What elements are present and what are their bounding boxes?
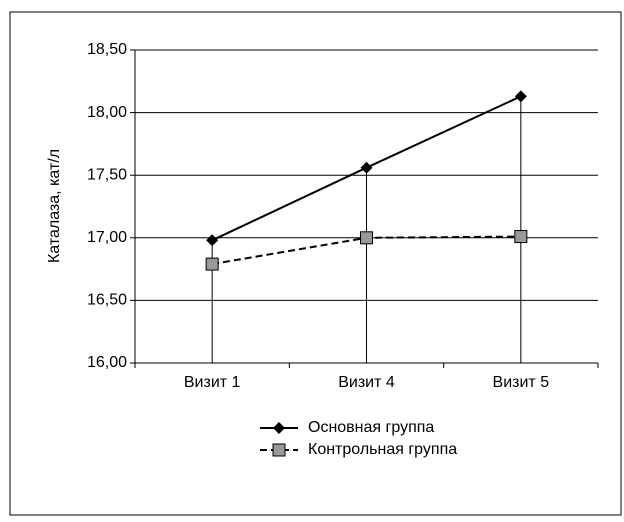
- chart-frame: [9, 11, 622, 516]
- marker: [273, 422, 285, 434]
- marker: [206, 234, 219, 247]
- y-tick-label: 17,50: [87, 166, 127, 183]
- y-tick-label: 16,00: [87, 354, 127, 371]
- marker: [360, 231, 373, 245]
- marker: [205, 257, 219, 271]
- y-tick-label: 16,50: [87, 292, 127, 309]
- x-tick-label: Визит 5: [493, 374, 550, 391]
- marker: [514, 230, 528, 244]
- y-tick-label: 17,00: [87, 229, 127, 246]
- x-tick-label: Визит 4: [338, 374, 395, 391]
- y-tick-label: 18,00: [87, 104, 127, 121]
- legend-label: Основная группа: [308, 419, 434, 436]
- y-tick-label: 18,50: [87, 41, 127, 58]
- marker: [272, 443, 286, 457]
- legend-label: Контрольная группа: [308, 441, 457, 458]
- x-tick-label: Визит 1: [184, 374, 241, 391]
- marker: [514, 90, 527, 103]
- marker: [360, 161, 373, 174]
- y-axis-label: Каталаза, кат/л: [46, 149, 63, 263]
